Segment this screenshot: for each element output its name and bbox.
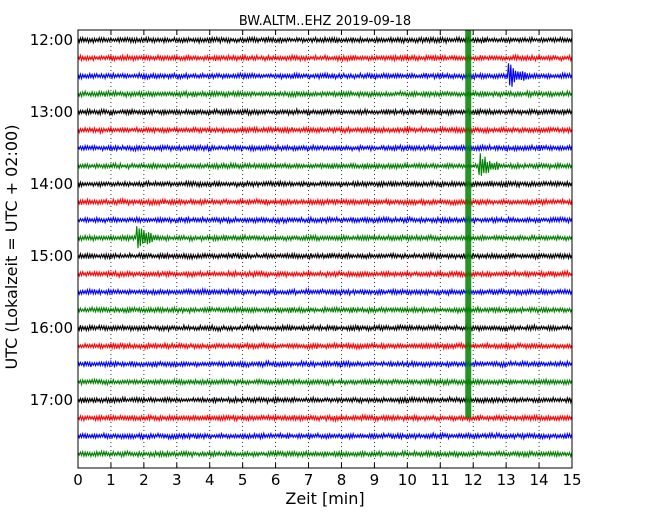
y-axis-label: UTC (Lokalzeit = UTC + 02:00) xyxy=(2,125,21,370)
trace-1515 xyxy=(77,268,573,279)
trace-1430 xyxy=(77,215,573,226)
x-tick-label: 7 xyxy=(304,471,314,489)
trace-1545 xyxy=(77,304,573,315)
y-tick-label: 13:00 xyxy=(30,103,73,121)
trace-1315 xyxy=(77,124,573,136)
trace-1400 xyxy=(77,179,573,189)
large-event-burst xyxy=(465,30,472,418)
x-tick-label: 5 xyxy=(238,471,248,489)
x-tick-label: 0 xyxy=(73,471,83,489)
x-tick-label: 10 xyxy=(398,471,417,489)
trace-1715 xyxy=(77,413,573,423)
x-tick-label: 11 xyxy=(431,471,450,489)
trace-1600 xyxy=(77,322,573,333)
trace-1300 xyxy=(77,106,573,117)
trace-1730 xyxy=(77,430,573,441)
x-tick-label: 4 xyxy=(205,471,215,489)
trace-1230 xyxy=(77,63,573,87)
trace-1415 xyxy=(77,197,573,207)
trace-1615 xyxy=(77,341,573,351)
x-axis-label: Zeit [min] xyxy=(285,489,364,508)
y-axis: 12:00 13:00 14:00 15:00 16:00 17:00 xyxy=(30,31,572,409)
trace-1330 xyxy=(77,142,573,153)
trace-1500 xyxy=(77,251,573,262)
x-tick-label: 14 xyxy=(530,471,549,489)
x-tick-label: 13 xyxy=(497,471,516,489)
trace-1700 xyxy=(77,395,573,406)
trace-1215 xyxy=(77,53,573,63)
trace-1245 xyxy=(77,88,573,99)
trace-1345 xyxy=(77,153,573,176)
plot-frame xyxy=(77,29,573,469)
x-tick-label: 12 xyxy=(464,471,483,489)
chart-title: BW.ALTM..EHZ 2019-09-18 xyxy=(239,14,411,29)
y-tick-label: 12:00 xyxy=(30,31,73,49)
seismic-traces xyxy=(77,30,573,459)
trace-1445 xyxy=(77,226,573,249)
x-tick-label: 8 xyxy=(337,471,347,489)
trace-1200 xyxy=(77,35,573,45)
x-tick-label: 9 xyxy=(370,471,380,489)
x-axis: 0 1 2 3 4 5 6 7 8 9 10 11 12 13 14 15 xyxy=(73,30,582,489)
trace-1645 xyxy=(77,377,573,387)
trace-1745 xyxy=(77,449,573,459)
x-tick-label: 3 xyxy=(172,471,182,489)
y-tick-label: 15:00 xyxy=(30,247,73,265)
y-tick-label: 17:00 xyxy=(30,391,73,409)
x-tick-label: 6 xyxy=(271,471,281,489)
x-tick-label: 15 xyxy=(562,471,581,489)
y-tick-label: 14:00 xyxy=(30,175,73,193)
x-tick-label: 2 xyxy=(139,471,149,489)
trace-1630 xyxy=(77,359,573,370)
x-tick-label: 1 xyxy=(106,471,116,489)
trace-1530 xyxy=(77,286,573,297)
y-tick-label: 16:00 xyxy=(30,319,73,337)
